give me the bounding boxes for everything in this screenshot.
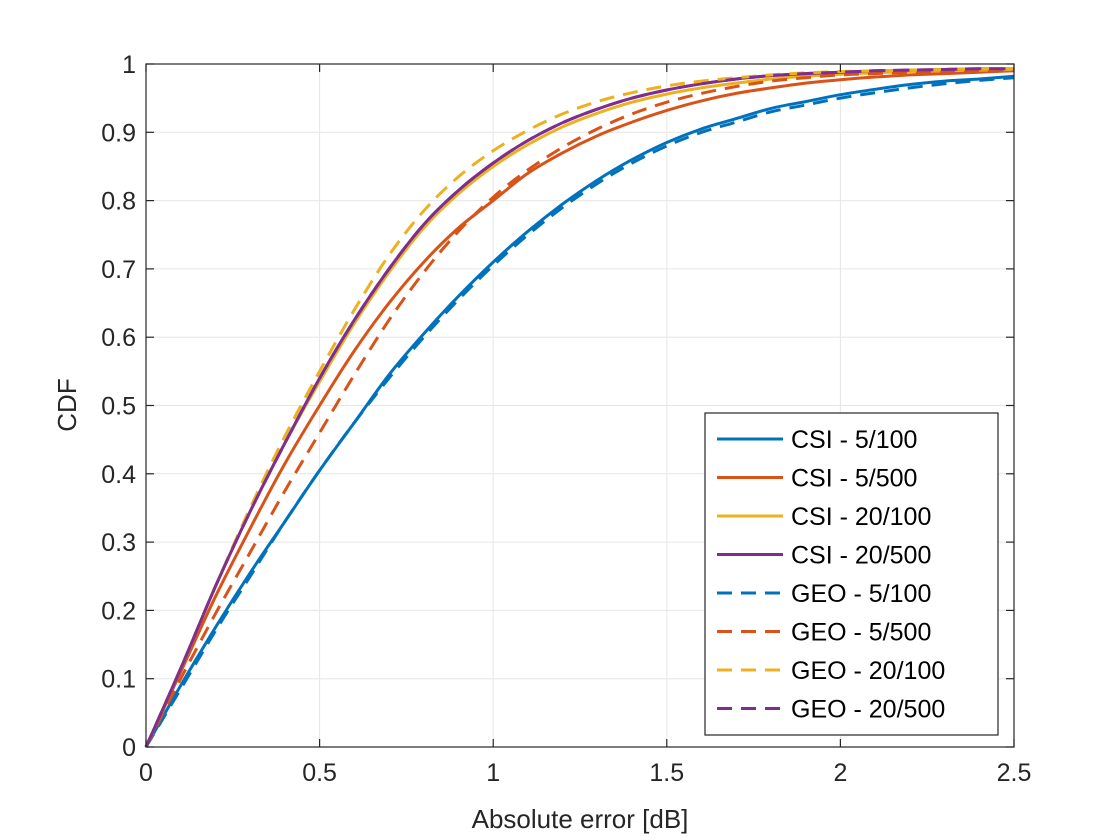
legend-label-csi-5-500: CSI - 5/500 bbox=[791, 465, 917, 493]
y-tick-label: 0.6 bbox=[101, 324, 136, 352]
x-axis-label: Absolute error [dB] bbox=[472, 804, 689, 834]
legend-label-csi-5-100: CSI - 5/100 bbox=[791, 426, 917, 454]
y-tick-label: 0.8 bbox=[101, 188, 136, 216]
series-layer bbox=[144, 67, 1015, 748]
legend-label-csi-20-500: CSI - 20/500 bbox=[791, 542, 931, 570]
y-tick-label: 0.1 bbox=[101, 666, 136, 694]
series-line-csi-5-500 bbox=[144, 69, 1015, 748]
y-tick-label: 0 bbox=[122, 734, 136, 762]
legend-label-geo-5-500: GEO - 5/500 bbox=[791, 619, 931, 647]
legend: CSI - 5/100 CSI - 5/500 CSI - 20/100 CSI - … bbox=[704, 412, 999, 736]
y-tick-label: 0.3 bbox=[101, 529, 136, 557]
y-tick-label: 0.4 bbox=[101, 461, 136, 489]
series-line-geo-5-500 bbox=[144, 69, 1015, 748]
x-tick-label: 2 bbox=[833, 759, 847, 787]
tick-labels: 0 0.5 1 1.5 2 2.5 0 0.1 0.2 0.3 0.4 0.5 0.6 0.7 0.8 0.9… bbox=[101, 51, 1031, 787]
x-tick-label: 1.5 bbox=[649, 759, 684, 787]
legend-label-geo-20-100: GEO - 20/100 bbox=[791, 657, 945, 685]
y-tick-label: 0.5 bbox=[101, 393, 136, 421]
y-tick-label: 0.2 bbox=[101, 597, 136, 625]
y-tick-label: 0.9 bbox=[101, 119, 136, 147]
y-tick-label: 1 bbox=[122, 51, 136, 79]
y-axis-label: CDF bbox=[52, 378, 82, 431]
axis-ticks bbox=[145, 63, 1015, 748]
legend-label-geo-5-100: GEO - 5/100 bbox=[791, 580, 931, 608]
x-tick-label: 2.5 bbox=[997, 759, 1032, 787]
x-tick-label: 0 bbox=[139, 759, 153, 787]
series-line-geo-5-100 bbox=[144, 76, 1015, 748]
x-tick-label: 1 bbox=[486, 759, 500, 787]
legend-label-geo-20-500: GEO - 20/500 bbox=[791, 696, 945, 724]
x-tick-label: 0.5 bbox=[302, 759, 337, 787]
series-line-geo-20-100 bbox=[144, 67, 1015, 748]
legend-label-csi-20-100: CSI - 20/100 bbox=[791, 503, 931, 531]
y-tick-label: 0.7 bbox=[101, 256, 136, 284]
legend-box bbox=[704, 412, 999, 736]
